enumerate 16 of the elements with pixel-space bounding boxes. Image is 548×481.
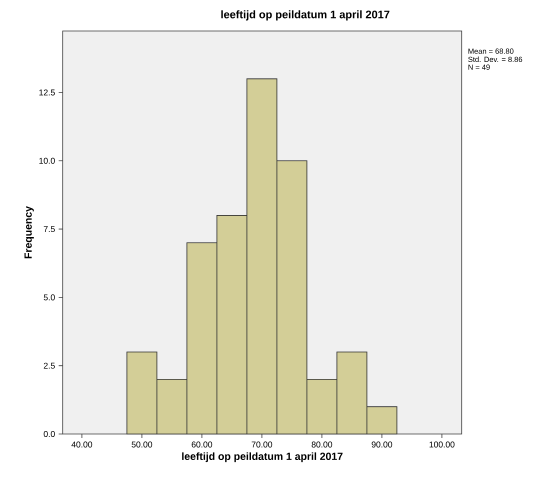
y-tick-label: 2.5 xyxy=(44,362,55,369)
y-tick-label: 0.0 xyxy=(44,431,55,437)
y-tick-label: 10.0 xyxy=(39,158,55,164)
x-tick-label: 50.00 xyxy=(132,442,152,448)
x-tick-label: 40.00 xyxy=(71,442,92,448)
x-tick-label: 80.00 xyxy=(312,442,332,448)
x-tick-label: 70.00 xyxy=(252,442,272,448)
y-tick-label: 5.0 xyxy=(44,294,55,300)
chart-title: leeftijd op peildatum 1 april 2017 xyxy=(221,10,390,20)
y-axis-title: Frequency xyxy=(24,206,34,258)
x-axis-title: leeftijd op peildatum 1 april 2017 xyxy=(182,452,343,462)
x-tick-label: 100.00 xyxy=(430,442,455,448)
y-tick-label: 12.5 xyxy=(39,89,55,96)
y-tick-label: 7.5 xyxy=(44,226,55,232)
x-tick-label: 90.00 xyxy=(372,442,392,448)
x-tick-label: 60.00 xyxy=(192,442,212,448)
